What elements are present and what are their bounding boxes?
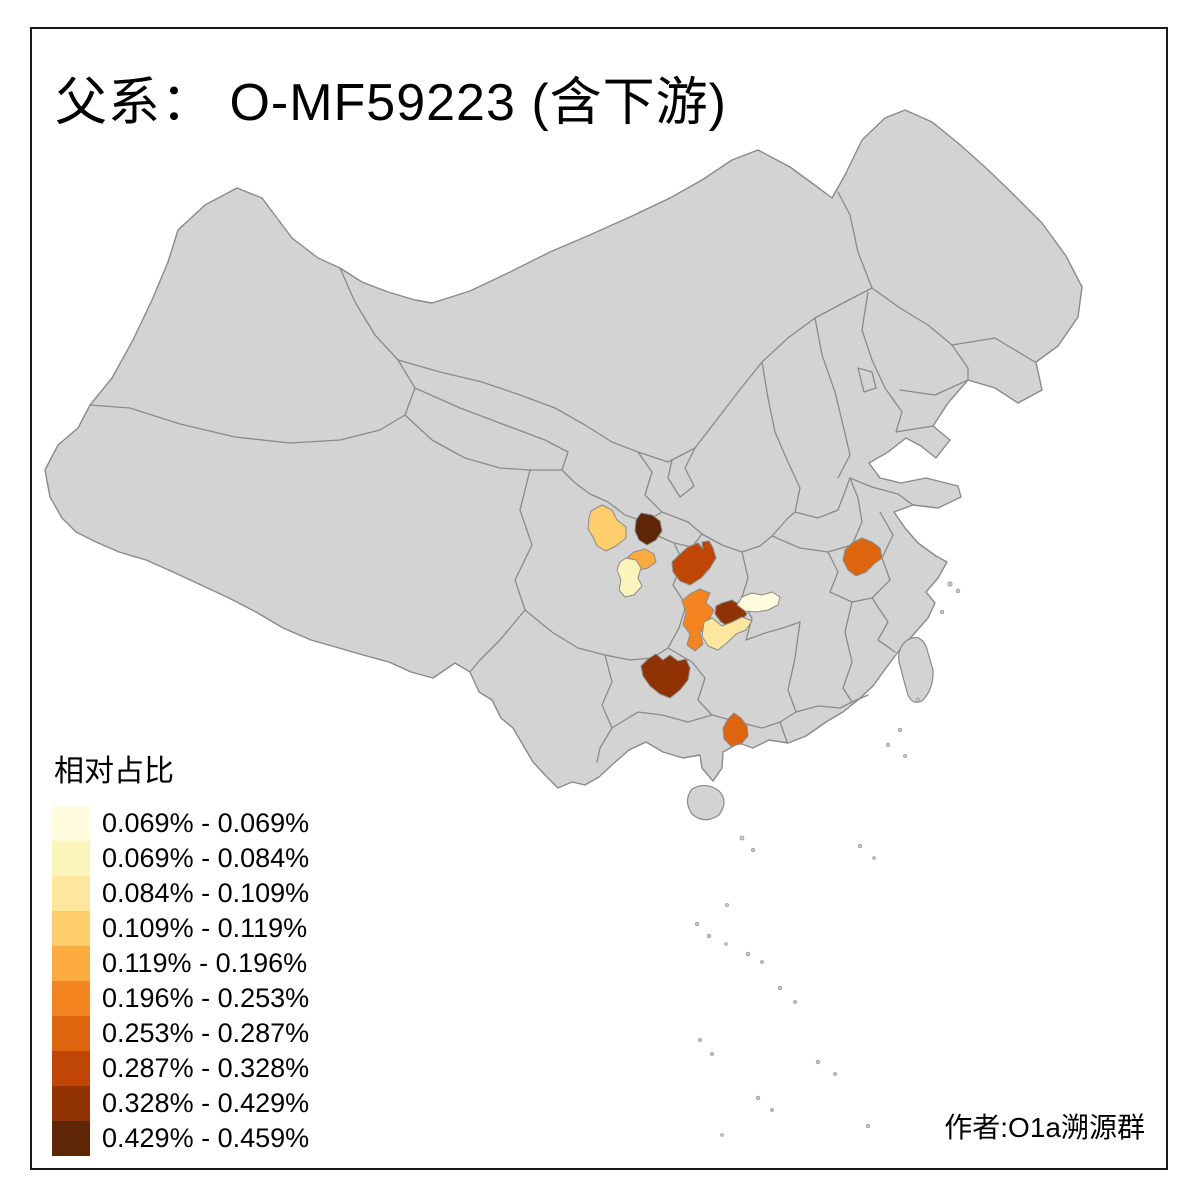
legend-item: 0.429% - 0.459% [52,1121,309,1156]
choropleth-region-4 [616,557,643,598]
legend-swatch [52,876,90,911]
page-title: 父系： O-MF59223 (含下游) [55,74,727,132]
legend-item: 0.328% - 0.429% [52,1086,309,1121]
legend-item: 0.253% - 0.287% [52,1016,309,1051]
legend-swatch [52,1121,90,1156]
legend-swatch [52,1016,90,1051]
legend-label: 0.429% - 0.459% [102,1123,310,1153]
legend-label: 0.069% - 0.069% [102,808,310,838]
legend: 相对占比 0.069% - 0.069% 0.069% - 0.084% 0.0… [52,746,309,1156]
legend-swatch [52,1086,90,1121]
legend-label: 0.109% - 0.119% [102,913,308,943]
choropleth-region-12 [722,712,749,747]
legend-swatch [52,841,90,876]
legend-item: 0.119% - 0.196% [52,946,309,981]
legend-item: 0.069% - 0.069% [52,806,309,841]
choropleth-region-9 [736,591,781,613]
legend-swatch [52,1051,90,1086]
choropleth-regions [587,504,883,747]
sea-islets [694,581,961,1137]
legend-swatch [52,946,90,981]
attribution-text: 作者:O1a溯源群 [944,1112,1145,1143]
legend-label: 0.069% - 0.084% [102,843,310,873]
legend-label: 0.084% - 0.109% [102,878,310,908]
choropleth-region-6 [681,588,715,652]
choropleth-region-1 [587,504,627,552]
legend-item: 0.069% - 0.084% [52,841,309,876]
islands [686,636,934,821]
legend-label: 0.328% - 0.429% [102,1088,310,1118]
legend-item: 0.109% - 0.119% [52,911,309,946]
taiwan-island [898,636,934,703]
legend-item: 0.196% - 0.253% [52,981,309,1016]
choropleth-region-10 [640,653,691,699]
choropleth-region-5 [671,540,717,586]
legend-item: 0.084% - 0.109% [52,876,309,911]
legend-label: 0.287% - 0.328% [102,1053,310,1083]
legend-swatch [52,911,90,946]
legend-label: 0.196% - 0.253% [102,983,310,1013]
hainan-island [686,784,725,821]
legend-swatch [52,806,90,841]
legend-label: 0.253% - 0.287% [102,1018,310,1048]
legend-swatch [52,981,90,1016]
legend-item: 0.287% - 0.328% [52,1051,309,1086]
legend-label: 0.119% - 0.196% [102,948,308,978]
legend-title: 相对占比 [54,755,174,788]
choropleth-region-8 [701,616,753,651]
choropleth-region-11 [842,537,883,577]
choropleth-region-2 [634,512,663,546]
